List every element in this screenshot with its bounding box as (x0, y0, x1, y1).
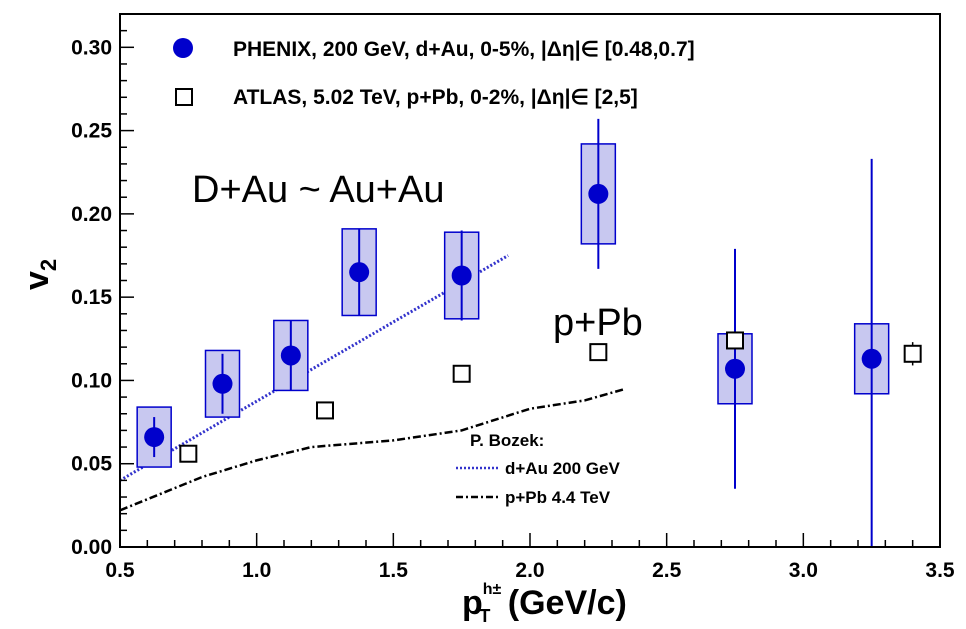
y-tick-label: 0.30 (71, 36, 112, 59)
x-tick-label: 3.5 (925, 559, 955, 582)
model-legend: P. Bozek: d+Au 200 GeV p+Pb 4.4 TeV (456, 431, 620, 507)
tick-labels: 0.5 1.0 1.5 2.0 2.5 3.0 3.5 0.00 0.05 0.10 0.15 0.2… (71, 36, 955, 582)
y-tick-label: 0.25 (71, 120, 112, 143)
phenix-point (280, 345, 301, 366)
legend-label-atlas: ATLAS, 5.02 TeV, p+Pb, 0-2%, |Δη|∈ [2,5] (233, 86, 638, 109)
legend-marker-phenix (173, 38, 193, 58)
axis-ticks (119, 13, 941, 548)
y-tick-label: 0.00 (71, 536, 112, 559)
phenix-point (725, 358, 745, 379)
y-tick-label: 0.15 (71, 286, 112, 309)
atlas-point (589, 343, 608, 362)
x-tick-label: 0.5 (105, 559, 135, 582)
phenix-point (588, 183, 609, 204)
model-legend-label-dau: d+Au 200 GeV (505, 459, 620, 478)
x-tick-label: 2.5 (652, 559, 682, 582)
atlas-point (726, 331, 744, 350)
atlas-point (903, 344, 922, 363)
annotation-daa: D+Au ~ Au+Au (192, 169, 444, 211)
atlas-point (179, 444, 198, 463)
annotation-ppb: p+Pb (553, 302, 643, 344)
x-tick-label: 3.0 (789, 559, 818, 582)
atlas-point (316, 401, 334, 420)
model-legend-title: P. Bozek: (470, 431, 544, 450)
series-line-dau-model (119, 254, 509, 482)
series-line-ppb-model (119, 387, 627, 512)
phenix-point (861, 348, 882, 369)
y-tick-label: 0.05 (71, 453, 112, 476)
y-tick-label: 0.10 (71, 369, 112, 392)
atlas-point (452, 364, 471, 383)
model-legend-label-ppb: p+Pb 4.4 TeV (505, 488, 611, 507)
phenix-point (349, 262, 370, 283)
y-axis-title: v2 (18, 259, 61, 290)
x-tick-label: 2.0 (515, 559, 544, 582)
x-axis-title: ph± T (GeV/c) (462, 581, 627, 626)
y-tick-label: 0.20 (71, 203, 112, 226)
x-tick-label: 1.5 (379, 559, 409, 582)
phenix-point (144, 427, 165, 448)
model-curves (119, 254, 627, 512)
phenix-point (451, 265, 472, 286)
data-markers (144, 183, 922, 463)
legend-label-phenix: PHENIX, 200 GeV, d+Au, 0-5%, |Δη|∈ [0.48… (233, 38, 695, 61)
legend-marker-atlas (175, 88, 193, 106)
x-tick-label: 1.0 (242, 559, 271, 582)
legend: PHENIX, 200 GeV, d+Au, 0-5%, |Δη|∈ [0.48… (173, 38, 695, 109)
phenix-point (212, 373, 233, 394)
